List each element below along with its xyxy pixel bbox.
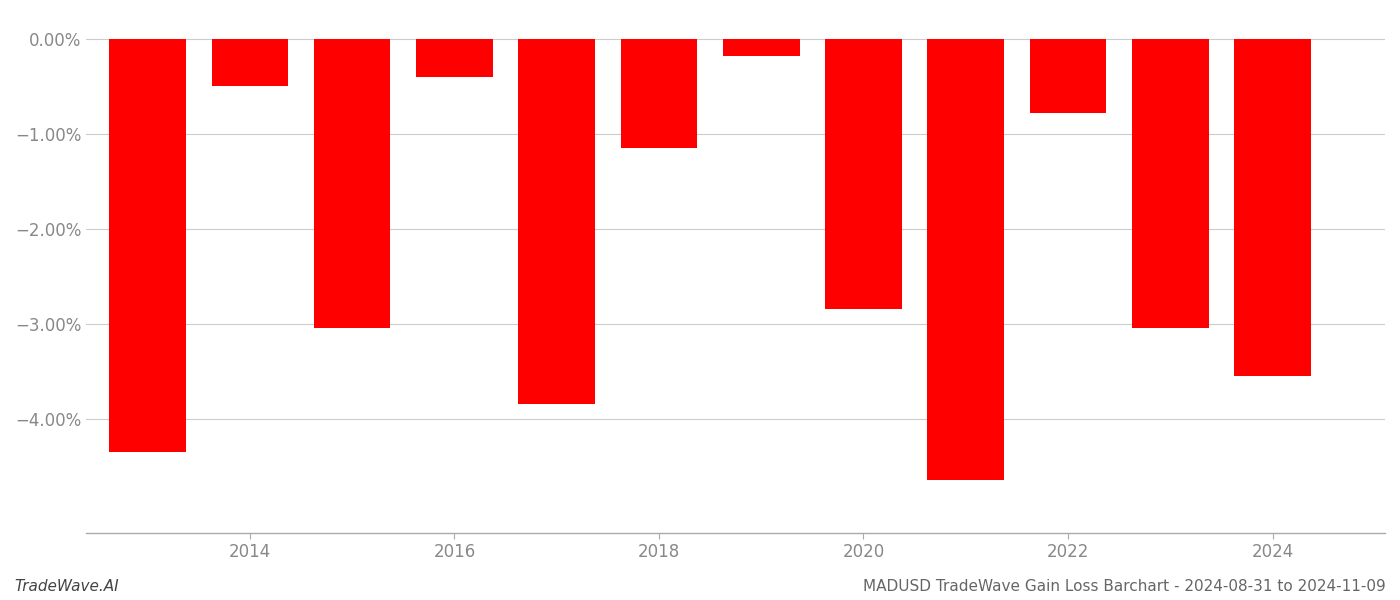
Text: MADUSD TradeWave Gain Loss Barchart - 2024-08-31 to 2024-11-09: MADUSD TradeWave Gain Loss Barchart - 20… xyxy=(864,579,1386,594)
Text: TradeWave.AI: TradeWave.AI xyxy=(14,579,119,594)
Bar xyxy=(109,39,186,452)
Bar xyxy=(1131,39,1208,328)
Bar xyxy=(211,39,288,86)
Bar xyxy=(722,39,799,56)
Bar xyxy=(1235,39,1310,376)
Bar xyxy=(518,39,595,404)
Bar xyxy=(314,39,391,328)
Bar xyxy=(416,39,493,77)
Bar xyxy=(927,39,1004,481)
Bar xyxy=(1029,39,1106,113)
Bar xyxy=(620,39,697,148)
Bar xyxy=(825,39,902,310)
